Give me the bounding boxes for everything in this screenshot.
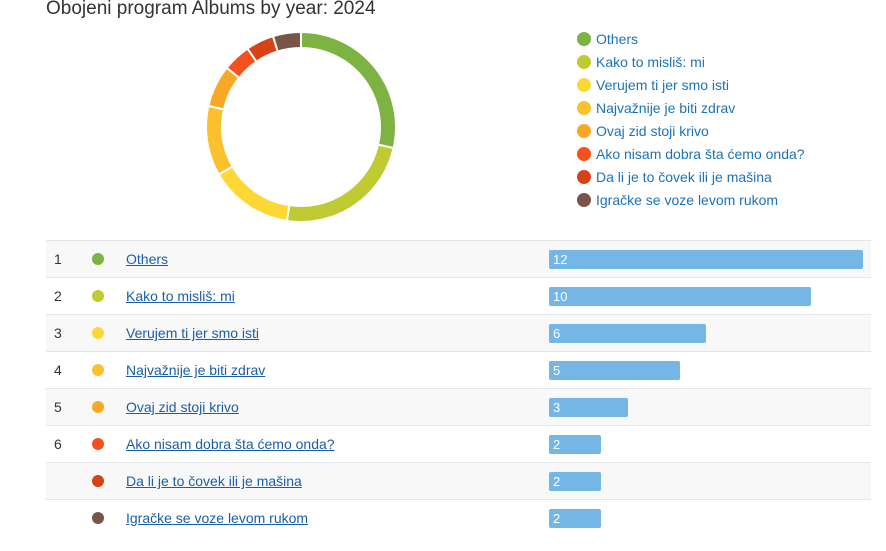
row-value-bar: 2	[549, 471, 601, 491]
row-name-link[interactable]: Ovaj zid stoji krivo	[126, 399, 239, 415]
table-row: 1 Others 12	[46, 240, 871, 277]
row-name-link[interactable]: Ako nisam dobra šta ćemo onda?	[126, 436, 335, 452]
row-rank: 6	[54, 436, 62, 452]
row-color-dot	[92, 475, 104, 487]
table-row: Da li je to čovek ili je mašina 2	[46, 462, 871, 499]
table-row: 4 Najvažnije je biti zdrav 5	[46, 351, 871, 388]
table-row: 3 Verujem ti jer smo isti 6	[46, 314, 871, 351]
legend-item-6[interactable]: Ako nisam dobra šta ćemo onda?	[577, 142, 805, 165]
row-value-bar: 3	[549, 397, 628, 417]
row-value-bar: 2	[549, 508, 601, 528]
legend-swatch	[577, 31, 591, 46]
row-name-link[interactable]: Igračke se voze levom rukom	[126, 510, 309, 526]
legend-label: Igračke se voze levom rukom	[596, 191, 779, 208]
legend-item-2[interactable]: Kako to misliš: mi	[577, 50, 805, 73]
legend-swatch	[577, 123, 591, 138]
table-row: 2 Kako to misliš: mi 10	[46, 277, 871, 314]
legend-item-3[interactable]: Verujem ti jer smo isti	[577, 73, 805, 96]
row-rank: 3	[54, 325, 62, 341]
legend-label: Najvažnije je biti zdrav	[596, 99, 736, 116]
legend-label: Others	[596, 30, 639, 47]
legend-label: Verujem ti jer smo isti	[596, 76, 730, 93]
ranking-table: 1 Others 12 2 Kako to misliš: mi 10 3 Verujem t…	[46, 240, 871, 536]
legend-label: Ovaj zid stoji krivo	[596, 122, 709, 139]
row-color-dot	[92, 253, 104, 265]
legend-item-4[interactable]: Najvažnije je biti zdrav	[577, 96, 805, 119]
row-name-link[interactable]: Verujem ti jer smo isti	[126, 325, 260, 341]
legend-item-5[interactable]: Ovaj zid stoji krivo	[577, 119, 805, 142]
row-value-bar: 12	[549, 249, 863, 269]
row-color-dot	[92, 512, 104, 524]
row-color-dot	[92, 401, 104, 413]
row-name-link[interactable]: Others	[126, 251, 169, 267]
row-name-link[interactable]: Kako to misliš: mi	[126, 288, 235, 304]
legend-item-8[interactable]: Igračke se voze levom rukom	[577, 188, 805, 211]
legend-label: Ako nisam dobra šta ćemo onda?	[596, 145, 805, 162]
row-name-link[interactable]: Da li je to čovek ili je mašina	[126, 473, 302, 489]
donut-slice-1[interactable]	[300, 30, 397, 150]
legend-swatch	[577, 100, 591, 115]
chart-title: Obojeni program Albums by year: 2024	[46, 0, 376, 19]
row-value-bar: 10	[549, 286, 811, 306]
row-rank: 5	[54, 399, 62, 415]
legend-item-1[interactable]: Others	[577, 27, 805, 50]
row-color-dot	[92, 290, 104, 302]
legend: Others Kako to misliš: mi Verujem ti jer s…	[577, 27, 805, 211]
row-name-link[interactable]: Najvažnije je biti zdrav	[126, 362, 266, 378]
row-value-bar: 6	[549, 323, 706, 343]
row-color-dot	[92, 327, 104, 339]
legend-label: Kako to misliš: mi	[596, 53, 705, 70]
legend-swatch	[577, 77, 591, 92]
legend-swatch	[577, 146, 591, 161]
legend-item-7[interactable]: Da li je to čovek ili je mašina	[577, 165, 805, 188]
legend-swatch	[577, 169, 591, 184]
row-color-dot	[92, 364, 104, 376]
table-row: Igračke se voze levom rukom 2	[46, 499, 871, 536]
table-row: 6 Ako nisam dobra šta ćemo onda? 2	[46, 425, 871, 462]
legend-swatch	[577, 192, 591, 207]
donut-chart	[205, 30, 397, 223]
row-color-dot	[92, 438, 104, 450]
donut-slice-8[interactable]	[271, 30, 302, 53]
row-rank: 2	[54, 288, 62, 304]
row-value-bar: 5	[549, 360, 680, 380]
legend-swatch	[577, 54, 591, 69]
row-rank: 4	[54, 362, 62, 378]
row-rank: 1	[54, 251, 62, 267]
donut-slice-4[interactable]	[205, 104, 234, 176]
table-row: 5 Ovaj zid stoji krivo 3	[46, 388, 871, 425]
legend-label: Da li je to čovek ili je mašina	[596, 168, 772, 185]
donut-slice-2[interactable]	[285, 143, 395, 223]
donut-slice-3[interactable]	[217, 165, 291, 223]
row-value-bar: 2	[549, 434, 601, 454]
